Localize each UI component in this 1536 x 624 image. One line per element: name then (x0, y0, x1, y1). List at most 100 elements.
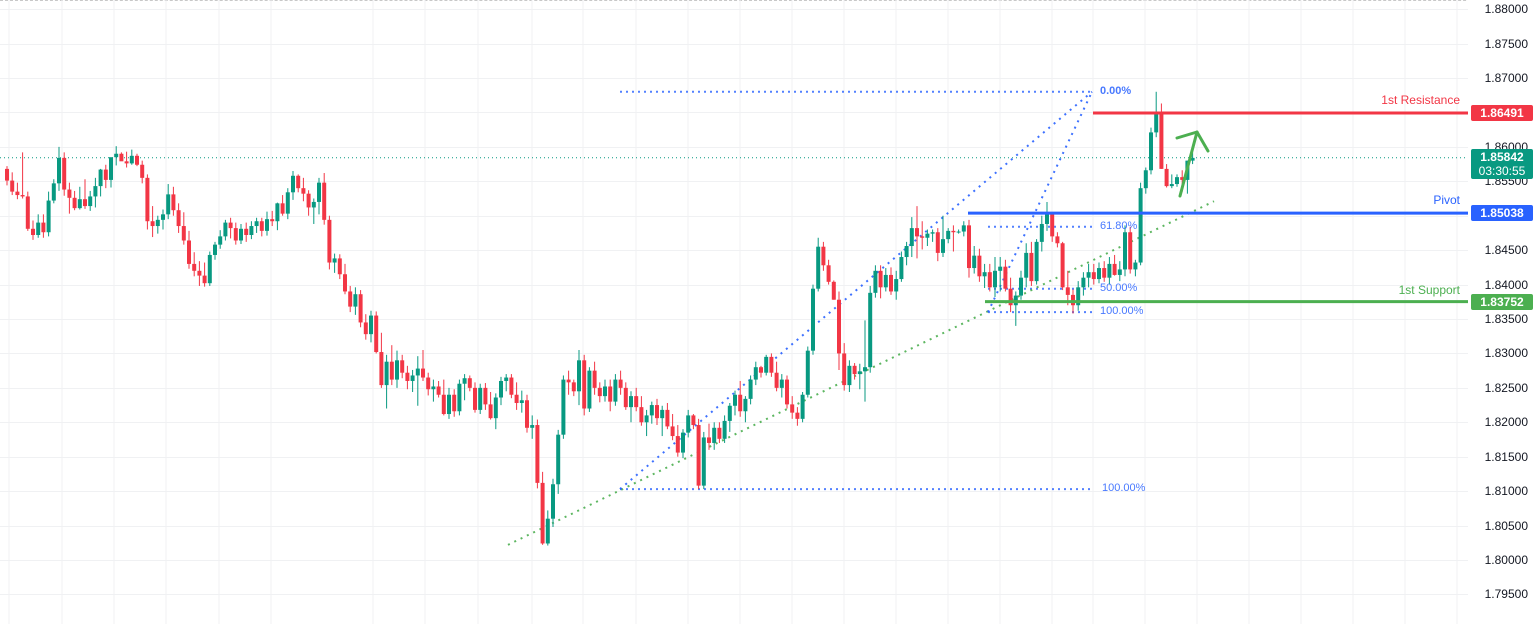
candle-body (920, 236, 925, 238)
candle-body (197, 270, 202, 276)
bar-countdown: 03:30:55 (1478, 163, 1526, 178)
candle-body (1112, 263, 1117, 275)
candle-body (493, 397, 498, 419)
candle-body (296, 175, 301, 189)
price-tick-label: 1.88000 (1484, 2, 1528, 17)
candle-body (1071, 294, 1075, 306)
candle-body (337, 258, 342, 275)
fib-level-100-label: 100.00% (1102, 482, 1146, 495)
candle-body (415, 368, 420, 376)
candle-body (363, 322, 368, 335)
candle-body (93, 186, 98, 197)
pivot-label: Pivot (1433, 193, 1460, 208)
candle-body (779, 379, 784, 388)
candle-body (743, 398, 748, 412)
candle-body (707, 437, 711, 443)
candle-body (681, 432, 685, 453)
candlestick-chart[interactable] (0, 0, 1468, 624)
candle-body (987, 272, 992, 288)
candle-body (1097, 268, 1101, 280)
candle-body (561, 379, 566, 435)
candle-body (852, 365, 857, 375)
candle-body (1050, 214, 1055, 237)
candle-body (192, 263, 197, 271)
candle-body (946, 230, 951, 240)
resistance-price-value: 1.86491 (1480, 106, 1524, 121)
candle-body (259, 221, 264, 231)
candle-body (369, 315, 373, 335)
candle-body (145, 177, 150, 222)
candle-body (239, 228, 243, 241)
candle-body (389, 361, 394, 380)
candle-body (301, 188, 306, 194)
candle-body (961, 225, 966, 232)
candle-body (46, 200, 51, 233)
candle-body (332, 258, 337, 263)
chart-pane[interactable]: 1st Resistance Pivot 1st Support 0.00% 1… (0, 0, 1468, 624)
candle-body (551, 484, 555, 519)
price-tick-label: 1.82500 (1484, 380, 1528, 395)
support-label: 1st Support (1398, 282, 1460, 297)
candle-body (83, 199, 87, 207)
candle-body (1102, 268, 1107, 278)
candle-body (88, 196, 93, 207)
candle-body (5, 168, 9, 181)
price-axis[interactable]: 1.880001.875001.870001.865001.860001.855… (1468, 0, 1536, 624)
candle-body (306, 193, 311, 208)
candle-body (571, 382, 576, 392)
candle-body (202, 275, 207, 284)
candle-body (265, 219, 269, 231)
candle-body (51, 183, 56, 201)
candle-body (941, 239, 945, 253)
pivot-price-value: 1.85038 (1480, 206, 1524, 221)
candle-body (883, 274, 888, 288)
candle-body (831, 281, 836, 300)
candle-body (1138, 188, 1143, 263)
price-tick-label: 1.82000 (1484, 415, 1528, 430)
candle-body (1055, 236, 1060, 244)
candle-body (909, 228, 914, 247)
candle-body (759, 367, 763, 373)
candle-body (977, 255, 982, 277)
candle-body (218, 236, 223, 245)
candle-body (176, 210, 181, 227)
price-tick-label: 1.83000 (1484, 346, 1528, 361)
candle-body (1039, 223, 1044, 242)
candle-body (228, 222, 233, 229)
candle-body (1091, 272, 1096, 280)
candle-body (857, 371, 862, 375)
price-tick-label: 1.84500 (1484, 243, 1528, 258)
candle-body (1154, 112, 1159, 133)
candle-body (207, 254, 212, 284)
candle-body (722, 420, 727, 439)
candle-body (644, 415, 649, 423)
candle-body (956, 231, 961, 233)
candle-body (1060, 243, 1065, 288)
candle-body (72, 197, 77, 209)
candle-body (540, 482, 545, 544)
support-price-tag: 1.83752 (1471, 293, 1533, 310)
candle-body (452, 394, 457, 412)
candle-body (124, 161, 129, 164)
candle-body (904, 246, 909, 258)
candle-body (592, 370, 597, 388)
candle-body (894, 279, 899, 292)
candle-body (135, 155, 139, 165)
price-tick-label: 1.79500 (1484, 587, 1528, 602)
candle-body (519, 400, 524, 404)
candle-body (327, 219, 332, 263)
candle-body (457, 383, 462, 412)
candle-body (696, 425, 701, 486)
candle-body (556, 434, 561, 485)
candle-body (587, 370, 592, 409)
candle-body (634, 396, 639, 408)
candle-body (951, 230, 956, 233)
candle-body (129, 155, 134, 164)
candle-body (400, 360, 405, 373)
candle-body (1164, 168, 1169, 187)
candle-body (925, 233, 930, 238)
candle-body (868, 292, 873, 368)
candle-body (62, 157, 67, 190)
candle-body (15, 191, 20, 196)
candle-body (889, 274, 893, 292)
